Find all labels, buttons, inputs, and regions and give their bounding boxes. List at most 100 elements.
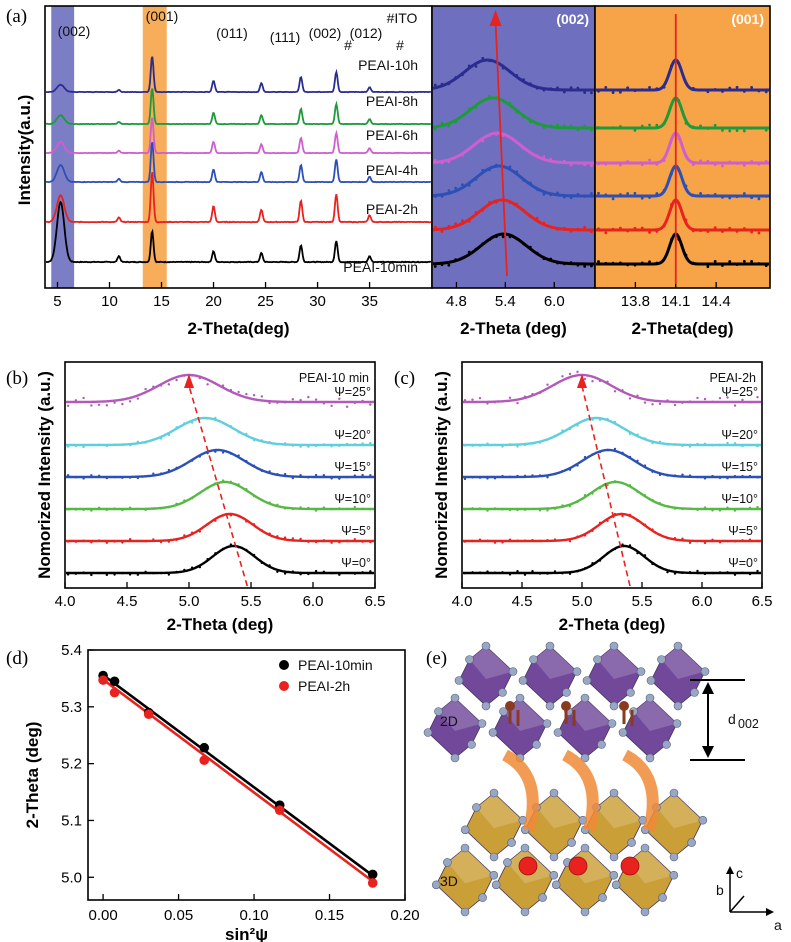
psi-point (621, 426, 624, 430)
atom (465, 655, 474, 664)
zoom-point (535, 86, 539, 90)
zoom-point (750, 160, 754, 163)
zoom-point (542, 192, 546, 196)
psi-point (268, 564, 271, 567)
psi-point (167, 573, 171, 576)
zoom-point (742, 227, 746, 230)
psi-point (338, 507, 341, 510)
psi-point (136, 507, 140, 511)
psi-point (688, 474, 692, 477)
zoom-point (684, 121, 688, 125)
psi-point (546, 438, 549, 441)
atom (478, 893, 487, 902)
psi-point (268, 532, 271, 535)
psi-point (198, 530, 202, 533)
atom (669, 852, 679, 862)
plot-frame-zoom (594, 5, 771, 289)
series-label: PEAI-10h (358, 57, 418, 73)
psi-point (696, 396, 699, 400)
psi-line-Ψ=10° (66, 480, 374, 511)
zoom-point (583, 194, 587, 198)
psi-point (260, 498, 264, 502)
zoom-point (655, 192, 659, 195)
zoom-point (618, 163, 622, 167)
psi-point (508, 396, 512, 399)
psi-label: Ψ=25° (721, 385, 758, 399)
series-line-PEAI-2h (45, 171, 432, 224)
psi-point (229, 514, 233, 517)
zoom-point (648, 260, 651, 264)
zoom-point (611, 227, 615, 231)
psi-point (283, 507, 287, 510)
psi-point (314, 473, 318, 477)
psi-point (493, 507, 497, 510)
axis-b-label: b (716, 882, 724, 898)
panel-b: (b) Ψ=0° Ψ=5° Ψ=10° Ψ=15° Ψ=20° Ψ=25°PEAI-10 m… (6, 361, 385, 634)
panel-title: PEAI-10 min (299, 371, 369, 385)
psi-point (237, 483, 240, 486)
psi-point (206, 523, 209, 526)
zoom-point (735, 230, 739, 233)
zoom-point (677, 61, 681, 65)
x-tick-label: 5 (53, 293, 61, 310)
psi-point (144, 441, 147, 444)
psi-point (214, 552, 217, 555)
x-tick-label: 5.5 (241, 593, 262, 610)
psi-point (516, 401, 519, 405)
atom (520, 843, 530, 853)
zoom-point (549, 225, 553, 229)
zoom-point (535, 187, 539, 191)
legend-marker (279, 660, 289, 670)
zoom-point (569, 124, 573, 128)
psi-point (338, 397, 341, 400)
zoom-point (474, 142, 478, 146)
zoom-point (633, 161, 637, 165)
psi-point (553, 507, 557, 510)
transition-arrow (501, 749, 539, 832)
psi-point (322, 539, 326, 542)
x-axis-label: 2-Theta (deg) (460, 319, 567, 338)
zoom-point (735, 85, 739, 89)
zoom-point (590, 192, 593, 195)
psi-point (276, 401, 279, 404)
psi-point (128, 476, 132, 479)
psi-point (299, 537, 302, 541)
psi-point (493, 541, 497, 544)
psi-point (152, 571, 155, 575)
zoom-point (528, 82, 532, 86)
zoom-point (583, 264, 587, 268)
psi-point (175, 466, 178, 470)
atom (481, 641, 491, 651)
psi-point (741, 398, 744, 402)
zoom-point (633, 129, 637, 132)
series-label: PEAI-6h (366, 127, 418, 143)
psi-point (198, 565, 202, 569)
zoom-point (488, 94, 491, 98)
zoom-point (494, 133, 498, 136)
atom (562, 688, 571, 697)
zoom-point (461, 183, 464, 187)
psi-point (229, 543, 233, 546)
zoom-point (626, 160, 630, 163)
psi-point (598, 521, 602, 524)
psi-point (606, 448, 609, 452)
atom (542, 719, 552, 728)
transition-arrow (561, 749, 599, 832)
octahedron-2d-facet (661, 646, 705, 679)
zoom-point (618, 193, 622, 196)
zoom-point (633, 263, 637, 267)
psi-point (718, 476, 722, 480)
psi-point (613, 480, 617, 483)
psi-point (90, 509, 93, 512)
zoom-point (569, 261, 573, 265)
psi-point (591, 380, 594, 383)
peak-label: #ITO (387, 10, 418, 26)
psi-point (66, 573, 70, 576)
legend-label: PEAI-2h (298, 678, 350, 694)
x-tick-label: 4.5 (117, 593, 138, 610)
psi-point (606, 417, 609, 421)
spacing-arrow-head-top (702, 682, 714, 694)
psi-point (314, 398, 318, 401)
atom (646, 676, 656, 685)
zoom-point (508, 165, 512, 169)
